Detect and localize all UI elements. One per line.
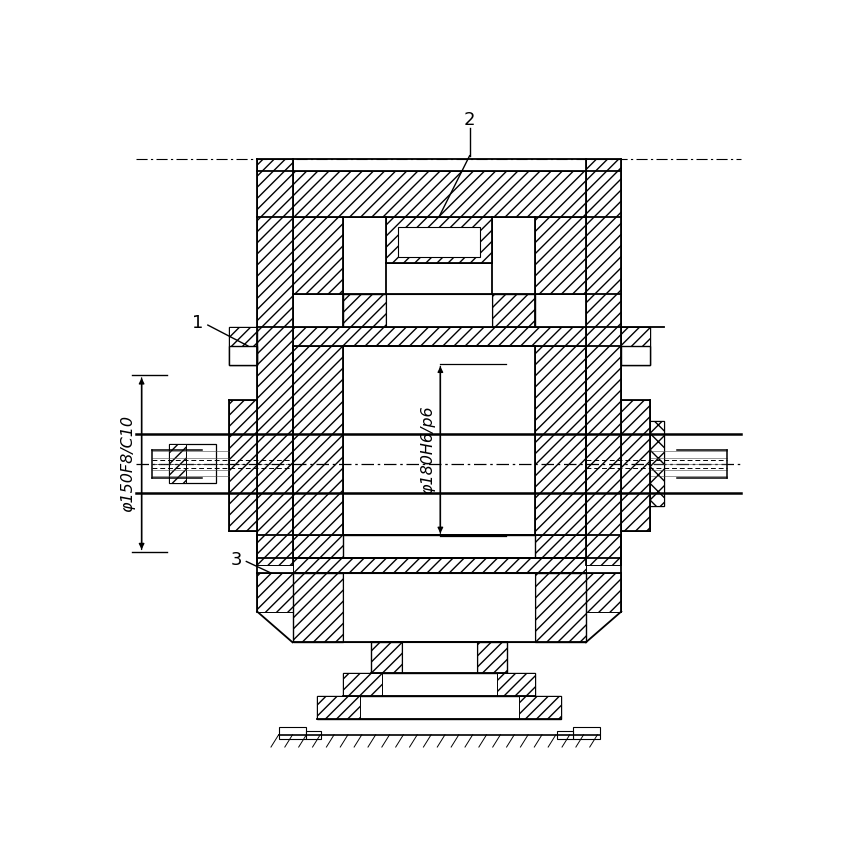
Bar [586, 573, 621, 611]
Bar [621, 400, 650, 530]
Bar [535, 535, 586, 558]
Bar [229, 346, 257, 365]
Bar [229, 326, 257, 346]
Polygon shape [492, 294, 535, 326]
Bar [344, 673, 535, 697]
Bar [621, 326, 650, 365]
Bar [621, 326, 650, 346]
Bar [402, 642, 476, 673]
Bar [317, 697, 360, 719]
Bar [344, 535, 535, 558]
Bar [279, 727, 306, 739]
Text: 3: 3 [231, 551, 242, 569]
Bar [387, 294, 492, 326]
Polygon shape [371, 642, 402, 673]
Bar [518, 697, 561, 719]
Bar [496, 673, 535, 697]
Bar [344, 573, 535, 642]
Text: 1: 1 [192, 313, 203, 331]
Bar [621, 421, 663, 506]
Bar [229, 326, 257, 365]
Bar [557, 731, 572, 739]
Bar [306, 731, 321, 739]
Polygon shape [621, 421, 663, 506]
Bar [292, 171, 586, 217]
Bar [621, 346, 650, 365]
Bar [344, 673, 382, 697]
Polygon shape [476, 642, 507, 673]
Bar [292, 346, 344, 535]
Bar [387, 217, 492, 263]
Polygon shape [535, 573, 586, 642]
Bar [170, 444, 215, 483]
Polygon shape [344, 294, 387, 326]
Bar [572, 727, 600, 739]
Text: φ180H6/p6: φ180H6/p6 [421, 406, 435, 494]
Bar [535, 217, 586, 294]
Text: φ150F8/C10: φ150F8/C10 [120, 415, 135, 512]
Text: 2: 2 [464, 111, 476, 129]
Bar [257, 573, 292, 611]
Bar [170, 444, 186, 483]
Bar [229, 400, 257, 530]
Bar [317, 697, 561, 719]
Bar [535, 346, 586, 535]
Bar [292, 558, 586, 573]
Bar [586, 158, 621, 566]
Bar [257, 158, 292, 566]
Bar [292, 535, 344, 558]
Bar [398, 226, 481, 257]
Polygon shape [292, 573, 344, 642]
Bar [292, 326, 586, 346]
Bar [292, 217, 344, 294]
